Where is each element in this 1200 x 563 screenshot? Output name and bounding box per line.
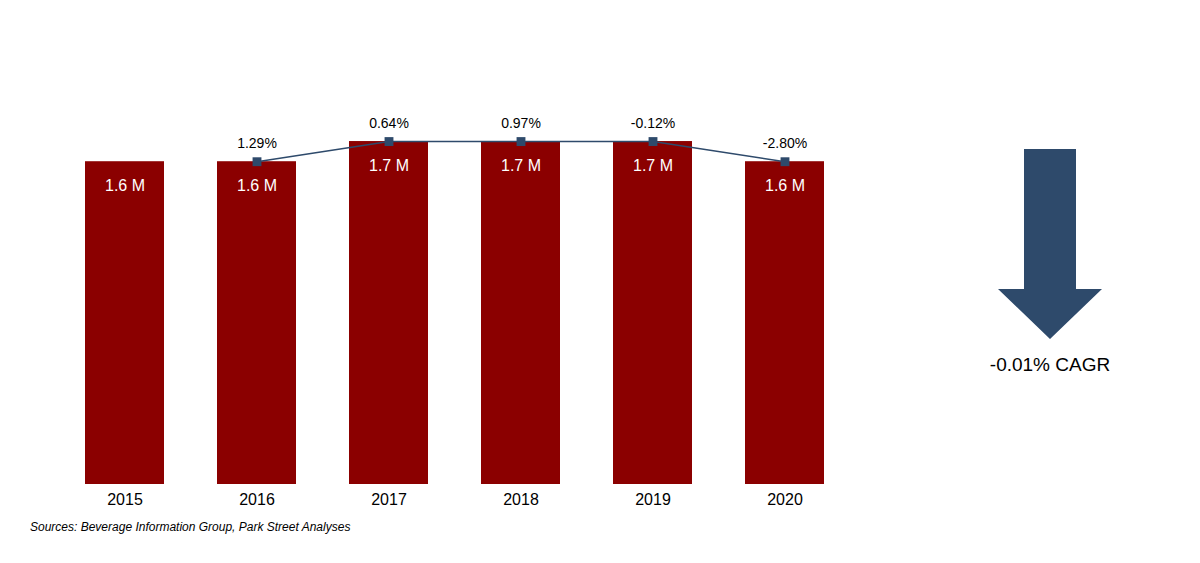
svg-text:0.64%: 0.64% [369,115,409,131]
svg-text:2016: 2016 [239,491,275,508]
svg-text:1.7 M: 1.7 M [369,157,409,174]
svg-text:2017: 2017 [371,491,407,508]
svg-text:-2.80%: -2.80% [763,135,807,151]
svg-text:1.6 M: 1.6 M [765,177,805,194]
svg-text:1.6 M: 1.6 M [237,177,277,194]
svg-text:1.29%: 1.29% [237,135,277,151]
svg-text:1.7 M: 1.7 M [501,157,541,174]
html-text:Sources: Beverage Information: Sources: Beverage Information Group, Par… [30,520,351,534]
svg-text:-0.12%: -0.12% [631,115,675,131]
svg-text:2019: 2019 [635,491,671,508]
svg-text:0.97%: 0.97% [501,115,541,131]
svg-text:1.6 M: 1.6 M [105,177,145,194]
html-text:-0.01% CAGR: -0.01% CAGR [989,354,1111,375]
svg-text:2015: 2015 [107,491,143,508]
svg-text:1.7 M: 1.7 M [633,157,673,174]
svg-text:2020: 2020 [767,491,803,508]
svg-text:2018: 2018 [503,491,539,508]
